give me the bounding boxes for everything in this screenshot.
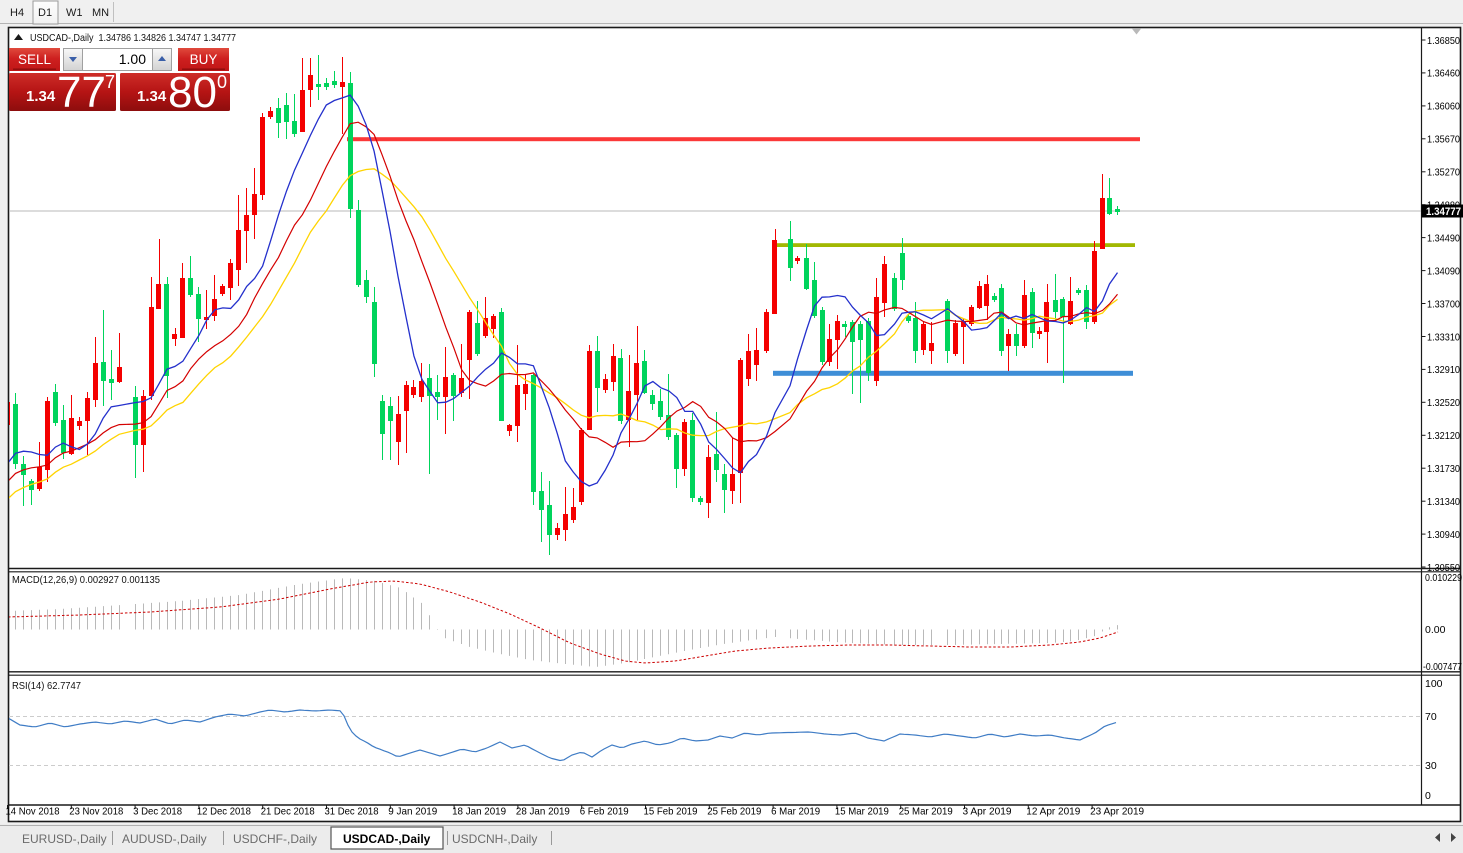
svg-text:RSI(14) 62.7747: RSI(14) 62.7747 [12, 680, 81, 692]
svg-text:USDCAD-,Daily: USDCAD-,Daily [343, 832, 431, 846]
svg-text:23 Nov 2018: 23 Nov 2018 [69, 806, 123, 818]
svg-text:AUDUSD-,Daily: AUDUSD-,Daily [122, 832, 207, 846]
svg-text:1.34777: 1.34777 [1426, 206, 1461, 218]
svg-text:0: 0 [1425, 790, 1431, 802]
svg-text:12 Dec 2018: 12 Dec 2018 [197, 806, 251, 818]
svg-text:1.34: 1.34 [137, 88, 167, 105]
svg-text:1.36460: 1.36460 [1427, 68, 1460, 80]
svg-text:15 Mar 2019: 15 Mar 2019 [835, 806, 889, 818]
svg-text:1.34490: 1.34490 [1427, 232, 1460, 244]
svg-text:80: 80 [168, 68, 217, 117]
svg-text:1.32910: 1.32910 [1427, 364, 1460, 376]
svg-text:6 Feb 2019: 6 Feb 2019 [580, 806, 629, 818]
svg-text:1.31730: 1.31730 [1427, 463, 1460, 475]
svg-text:3 Dec 2018: 3 Dec 2018 [133, 806, 182, 818]
svg-text:0.00: 0.00 [1425, 624, 1446, 636]
svg-text:1.34090: 1.34090 [1427, 265, 1460, 277]
svg-text:H4: H4 [10, 7, 24, 19]
svg-text:1.36060: 1.36060 [1427, 101, 1460, 113]
svg-text:25 Feb 2019: 25 Feb 2019 [707, 806, 761, 818]
svg-text:0: 0 [217, 72, 227, 92]
svg-text:0.010229: 0.010229 [1425, 572, 1462, 584]
svg-text:MACD(12,26,9) 0.002927 0.00113: MACD(12,26,9) 0.002927 0.001135 [12, 574, 160, 586]
svg-text:9 Jan 2019: 9 Jan 2019 [388, 806, 437, 818]
svg-text:12 Apr 2019: 12 Apr 2019 [1026, 806, 1080, 818]
svg-text:MN: MN [92, 7, 109, 19]
svg-text:1.34: 1.34 [26, 88, 56, 105]
svg-text:BUY: BUY [190, 52, 218, 67]
svg-text:1.33310: 1.33310 [1427, 331, 1460, 343]
svg-text:EURUSD-,Daily: EURUSD-,Daily [22, 832, 107, 846]
svg-text:28 Jan 2019: 28 Jan 2019 [516, 806, 570, 818]
svg-text:1.32520: 1.32520 [1427, 397, 1460, 409]
svg-text:18 Jan 2019: 18 Jan 2019 [452, 806, 506, 818]
svg-text:-0.007477: -0.007477 [1423, 661, 1462, 673]
svg-text:100: 100 [1425, 678, 1443, 690]
svg-text:25 Mar 2019: 25 Mar 2019 [899, 806, 953, 818]
svg-text:3 Apr 2019: 3 Apr 2019 [963, 806, 1012, 818]
svg-text:1.32120: 1.32120 [1427, 430, 1460, 442]
svg-text:31 Dec 2018: 31 Dec 2018 [325, 806, 379, 818]
svg-text:D1: D1 [38, 7, 52, 19]
svg-text:1.35270: 1.35270 [1427, 167, 1460, 179]
svg-text:W1: W1 [66, 7, 83, 19]
svg-text:1.00: 1.00 [119, 51, 146, 67]
svg-text:1.36850: 1.36850 [1427, 35, 1460, 47]
svg-text:23 Apr 2019: 23 Apr 2019 [1090, 806, 1144, 818]
svg-text:1.30550: 1.30550 [1427, 562, 1460, 574]
svg-text:6 Mar 2019: 6 Mar 2019 [771, 806, 820, 818]
svg-text:21 Dec 2018: 21 Dec 2018 [261, 806, 315, 818]
svg-text:15 Feb 2019: 15 Feb 2019 [644, 806, 698, 818]
svg-text:USDCNH-,Daily: USDCNH-,Daily [452, 832, 537, 846]
svg-text:14 Nov 2018: 14 Nov 2018 [6, 806, 60, 818]
svg-text:1.30940: 1.30940 [1427, 529, 1460, 541]
svg-text:USDCHF-,Daily: USDCHF-,Daily [233, 832, 317, 846]
svg-text:77: 77 [57, 68, 106, 117]
svg-text:1.35670: 1.35670 [1427, 134, 1460, 146]
svg-text:70: 70 [1425, 711, 1437, 723]
svg-text:30: 30 [1425, 760, 1437, 772]
svg-text:USDCAD-,Daily 1.34786 1.34826: USDCAD-,Daily 1.34786 1.34826 1.34747 1.… [30, 32, 236, 44]
svg-text:7: 7 [105, 72, 115, 92]
svg-text:1.31340: 1.31340 [1427, 496, 1460, 508]
svg-text:SELL: SELL [18, 52, 52, 67]
svg-text:1.33700: 1.33700 [1427, 298, 1460, 310]
